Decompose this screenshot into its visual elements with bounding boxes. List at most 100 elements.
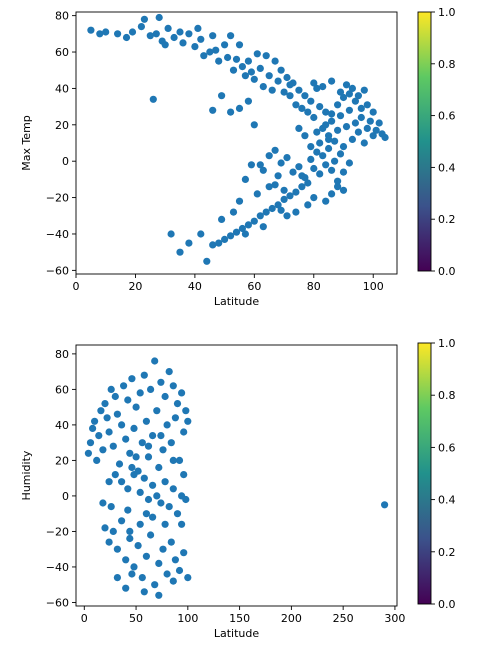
scatter-point [313,128,321,136]
scatter-points [84,357,389,599]
scatter-point [182,407,190,415]
scatter-point [109,527,117,536]
scatter-point [310,79,318,87]
scatter-point [126,534,134,543]
x-tick-label: 150 [229,612,250,625]
colorbar-tick-label: 0.6 [438,441,456,454]
scatter-point [298,183,306,191]
scatter-point [103,414,111,422]
scatter-point [203,257,211,265]
scatter-point [328,77,336,85]
scatter-point [111,392,119,401]
scatter-point [313,84,321,92]
scatter-point [170,33,178,42]
scatter-point [105,478,113,486]
colorbar-tick-label: 1.0 [438,337,456,350]
scatter-point [348,84,356,92]
scatter-point [155,591,163,599]
x-tick-label: 80 [307,280,321,293]
scatter-point [151,581,159,589]
scatter-point [316,103,324,111]
x-axis-label: Latitude [214,295,260,308]
scatter-point [161,41,169,49]
scatter-point [155,13,163,22]
scatter-point [221,41,229,49]
scatter-point [283,212,291,220]
scatter-point [274,77,282,85]
scatter-point [271,57,279,65]
scatter-point [250,75,258,83]
scatter-point [173,400,182,408]
scatter-point [310,113,318,122]
scatter-point [244,221,252,229]
scatter-point [115,460,124,468]
scatter-point [274,172,282,180]
scatter-point [283,154,291,162]
scatter-point [304,201,312,209]
scatter-point [256,64,264,72]
scatter-point [336,88,345,96]
y-tick-label: 40 [55,82,69,95]
scatter-point [152,30,160,38]
scatter-point [369,108,377,116]
y-axis-label: Humidity [20,450,33,500]
max-temp-chart: 0 20 40 60 80 100 −60 −40 −20 0 20 40 60 80 Latitude Ma… [20,6,456,308]
scatter-point [101,400,109,408]
colorbar-tick-label: 0.2 [438,213,456,226]
scatter-point [113,545,121,553]
scatter-point [151,357,159,365]
scatter-point [342,123,351,131]
humidity-chart: 0 50 100 150 200 250 300 −60 −40 −20 0 20 40 60 80 Lati… [20,337,456,640]
scatter-point [111,471,119,479]
colorbar-tick-label: 1.0 [438,6,456,19]
y-tick-label: −60 [46,596,69,609]
scatter-point [283,73,291,82]
scatter-point [322,197,330,205]
scatter-point [96,30,104,38]
scatter-point [149,481,157,489]
scatter-point [184,574,192,582]
scatter-point [128,28,137,36]
scatter-point [124,485,132,493]
scatter-point [375,119,383,127]
y-tick-label: −40 [46,228,69,241]
scatter-point [271,181,279,189]
x-tick-label: 20 [128,280,142,293]
scatter-point [144,453,153,461]
scatter-point [357,104,365,112]
scatter-point [197,35,205,43]
x-tick-label: 300 [384,612,405,625]
scatter-point [209,106,217,114]
scatter-point [86,439,95,447]
colorbar [417,11,432,272]
scatter-point [140,15,148,23]
scatter-point [322,108,330,116]
scatter-point [238,224,246,233]
scatter-point [227,232,235,240]
scatter-point [241,230,249,238]
scatter-point [229,208,238,216]
scatter-point [227,108,235,116]
scatter-point [128,463,136,472]
scatter-point [107,385,115,393]
scatter-point [159,545,167,553]
scatter-point [99,446,107,454]
scatter-point [128,570,136,578]
scatter-point [164,24,172,32]
scatter-point [144,495,153,504]
scatter-point [165,503,173,511]
scatter-point [118,478,126,486]
scatter-point [99,499,107,507]
scatter-point [175,456,184,464]
scatter-point [136,520,144,528]
y-axis-label: Max Temp [20,115,33,171]
scatter-point [336,112,345,120]
scatter-point [114,30,122,38]
scatter-point [304,179,312,187]
y-tick-label: −20 [46,192,69,205]
scatter-point [331,157,339,165]
scatter-point [295,86,303,94]
scatter-point [136,488,144,496]
y-tick-label: 0 [62,490,69,503]
